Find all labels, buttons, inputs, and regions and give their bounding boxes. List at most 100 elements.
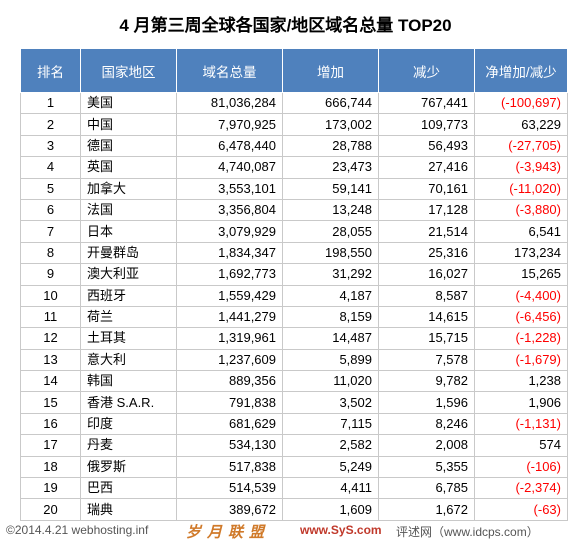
cell-decrease: 109,773	[378, 113, 475, 136]
table-row: 5 加拿大 3,553,101 59,141 70,161 (-11,020)	[20, 177, 568, 200]
cell-total: 517,838	[176, 455, 283, 479]
cell-country: 印度	[80, 412, 177, 436]
cell-total: 3,356,804	[176, 198, 283, 222]
cell-rank: 6	[20, 198, 81, 222]
cell-net: (-1,131)	[474, 412, 568, 436]
cell-country: 荷兰	[80, 305, 177, 329]
table-row: 8 开曼群岛 1,834,347 198,550 25,316 173,234	[20, 241, 568, 265]
cell-country: 美国	[80, 91, 177, 115]
table-row: 20 瑞典 389,672 1,609 1,672 (-63)	[20, 498, 568, 521]
cell-net: (-3,943)	[474, 156, 568, 179]
cell-rank: 7	[20, 220, 81, 243]
cell-net: 63,229	[474, 113, 568, 136]
cell-increase: 4,187	[282, 284, 379, 307]
cell-net: 1,906	[474, 391, 568, 414]
cell-increase: 28,055	[282, 220, 379, 243]
cell-rank: 3	[20, 134, 81, 158]
cell-rank: 13	[20, 348, 81, 372]
table-row: 19 巴西 514,539 4,411 6,785 (-2,374)	[20, 477, 568, 500]
cell-net: (-1,228)	[474, 327, 568, 350]
cell-increase: 666,744	[282, 91, 379, 115]
cell-country: 土耳其	[80, 327, 177, 350]
cell-country: 西班牙	[80, 284, 177, 307]
cell-increase: 14,487	[282, 327, 379, 350]
cell-total: 1,441,279	[176, 305, 283, 329]
table-row: 2 中国 7,970,925 173,002 109,773 63,229	[20, 113, 568, 136]
table-row: 17 丹麦 534,130 2,582 2,008 574	[20, 434, 568, 457]
cell-decrease: 16,027	[378, 263, 475, 286]
table-row: 1 美国 81,036,284 666,744 767,441 (-100,697)	[20, 91, 568, 115]
cell-country: 澳大利亚	[80, 263, 177, 286]
table-row: 11 荷兰 1,441,279 8,159 14,615 (-6,456)	[20, 305, 568, 329]
cell-country: 香港 S.A.R.	[80, 391, 177, 414]
cell-country: 法国	[80, 198, 177, 222]
table-row: 3 德国 6,478,440 28,788 56,493 (-27,705)	[20, 134, 568, 158]
cell-decrease: 767,441	[378, 91, 475, 115]
header-increase: 增加	[282, 48, 379, 93]
cell-decrease: 8,246	[378, 412, 475, 436]
cell-increase: 5,249	[282, 455, 379, 479]
cell-rank: 20	[20, 498, 81, 521]
cell-decrease: 15,715	[378, 327, 475, 350]
cell-rank: 12	[20, 327, 81, 350]
cell-rank: 8	[20, 241, 81, 265]
cell-rank: 11	[20, 305, 81, 329]
cell-country: 韩国	[80, 370, 177, 393]
cell-country: 俄罗斯	[80, 455, 177, 479]
cell-rank: 5	[20, 177, 81, 200]
table-row: 16 印度 681,629 7,115 8,246 (-1,131)	[20, 412, 568, 436]
cell-total: 3,079,929	[176, 220, 283, 243]
cell-country: 瑞典	[80, 498, 177, 521]
cell-increase: 59,141	[282, 177, 379, 200]
cell-increase: 1,609	[282, 498, 379, 521]
header-net: 净增加/减少	[474, 48, 568, 93]
cell-net: (-63)	[474, 498, 568, 521]
cell-total: 681,629	[176, 412, 283, 436]
cell-increase: 8,159	[282, 305, 379, 329]
cell-rank: 19	[20, 477, 81, 500]
cell-increase: 3,502	[282, 391, 379, 414]
table-row: 9 澳大利亚 1,692,773 31,292 16,027 15,265	[20, 263, 568, 286]
cell-decrease: 1,672	[378, 498, 475, 521]
cell-net: (-100,697)	[474, 91, 568, 115]
cell-net: 173,234	[474, 241, 568, 265]
cell-total: 534,130	[176, 434, 283, 457]
cell-decrease: 8,587	[378, 284, 475, 307]
cell-total: 81,036,284	[176, 91, 283, 115]
cell-country: 日本	[80, 220, 177, 243]
cell-country: 中国	[80, 113, 177, 136]
cell-net: 574	[474, 434, 568, 457]
footer-source: 评述网（www.idcps.com）	[396, 525, 539, 539]
cell-rank: 18	[20, 455, 81, 479]
table-row: 13 意大利 1,237,609 5,899 7,578 (-1,679)	[20, 348, 568, 372]
table-row: 18 俄罗斯 517,838 5,249 5,355 (-106)	[20, 455, 568, 479]
cell-decrease: 6,785	[378, 477, 475, 500]
cell-net: (-6,456)	[474, 305, 568, 329]
footer-watermark-brand: 岁月联盟	[186, 524, 271, 541]
page-title: 4 月第三周全球各国家/地区域名总量 TOP20	[119, 16, 452, 35]
cell-net: 15,265	[474, 263, 568, 286]
cell-total: 791,838	[176, 391, 283, 414]
cell-total: 889,356	[176, 370, 283, 393]
cell-increase: 31,292	[282, 263, 379, 286]
table-row: 12 土耳其 1,319,961 14,487 15,715 (-1,228)	[20, 327, 568, 350]
cell-rank: 1	[20, 91, 81, 115]
cell-rank: 16	[20, 412, 81, 436]
cell-decrease: 9,782	[378, 370, 475, 393]
cell-decrease: 21,514	[378, 220, 475, 243]
cell-increase: 173,002	[282, 113, 379, 136]
cell-decrease: 2,008	[378, 434, 475, 457]
domain-table: 排名 国家地区 域名总量 增加 减少 净增加/减少 1 美国 81,036,284 6…	[20, 48, 568, 521]
cell-decrease: 14,615	[378, 305, 475, 329]
table-row: 15 香港 S.A.R. 791,838 3,502 1,596 1,906	[20, 391, 568, 414]
cell-country: 意大利	[80, 348, 177, 372]
header-country: 国家地区	[80, 48, 177, 93]
cell-decrease: 70,161	[378, 177, 475, 200]
cell-decrease: 1,596	[378, 391, 475, 414]
cell-decrease: 17,128	[378, 198, 475, 222]
cell-increase: 2,582	[282, 434, 379, 457]
cell-country: 英国	[80, 156, 177, 179]
cell-total: 3,553,101	[176, 177, 283, 200]
header-total: 域名总量	[176, 48, 283, 93]
cell-total: 1,319,961	[176, 327, 283, 350]
